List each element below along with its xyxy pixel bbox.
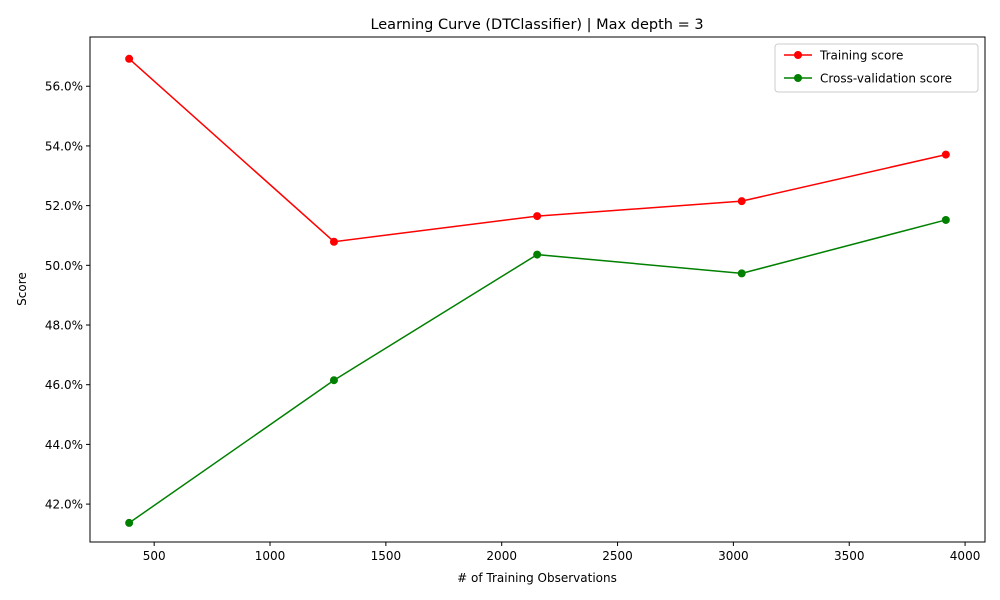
legend-marker-training	[794, 51, 802, 59]
x-tick-label: 500	[143, 549, 166, 563]
series-0-point	[737, 197, 746, 206]
series-layer	[125, 54, 950, 527]
series-0-point	[533, 212, 542, 221]
y-tick-label: 44.0%	[45, 438, 83, 452]
series-1-point	[329, 376, 338, 385]
series-1-point	[125, 518, 134, 527]
y-axis-ticks: 42.0% 44.0% 46.0% 48.0% 50.0% 52.0% 54.0% 56.0%	[45, 80, 90, 512]
y-tick-label: 52.0%	[45, 199, 83, 213]
x-tick-label: 1000	[255, 549, 286, 563]
y-tick-label: 48.0%	[45, 319, 83, 333]
legend-label-cross-validation: Cross-validation score	[820, 72, 952, 86]
legend-marker-cross-validation	[794, 74, 802, 82]
series-0-point	[125, 54, 134, 63]
y-tick-label: 42.0%	[45, 498, 83, 512]
series-1-point	[737, 269, 746, 278]
legend-entry-cross-validation: Cross-validation score	[784, 72, 952, 86]
y-tick-label: 46.0%	[45, 378, 83, 392]
y-axis-label: Score	[15, 272, 29, 306]
series-1-point	[941, 215, 950, 224]
plot-area-frame	[89, 36, 986, 543]
x-tick-label: 2500	[602, 549, 633, 563]
legend-label-training: Training score	[819, 49, 903, 63]
y-tick-label: 54.0%	[45, 139, 83, 153]
x-tick-label: 3500	[834, 549, 865, 563]
series-0-point	[941, 150, 950, 159]
legend-entry-training: Training score	[784, 49, 903, 63]
chart-title: Learning Curve (DTClassifier) | Max dept…	[370, 17, 703, 33]
y-tick-label: 50.0%	[45, 259, 83, 273]
series-1-point	[533, 250, 542, 259]
x-tick-label: 2000	[486, 549, 517, 563]
legend: Training score Cross-validation score	[774, 43, 979, 93]
x-tick-label: 3000	[718, 549, 749, 563]
legend-box	[774, 43, 979, 93]
y-tick-label: 56.0%	[45, 80, 83, 94]
x-axis-ticks: 500 1000 1500 2000 2500 3000 3500 4000	[143, 542, 981, 563]
x-tick-label: 4000	[950, 549, 981, 563]
x-tick-label: 1500	[371, 549, 402, 563]
x-axis-label: # of Training Observations	[457, 571, 617, 585]
series-0-point	[329, 237, 338, 246]
